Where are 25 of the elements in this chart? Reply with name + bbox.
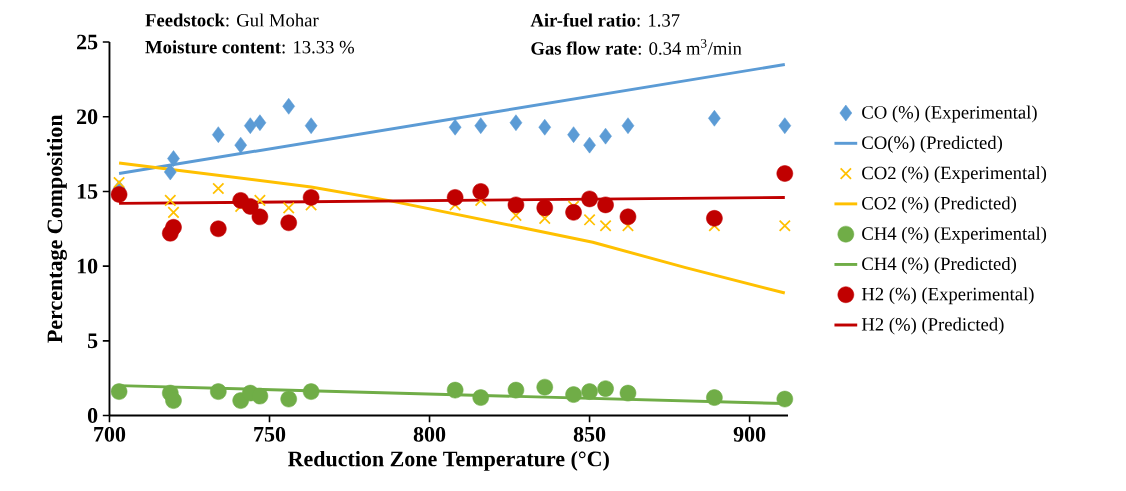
x-tick-label: 750 bbox=[254, 426, 286, 442]
legend-label: CO2 (%) (Experimental) bbox=[862, 166, 1047, 184]
y-tick-label: 0 bbox=[87, 408, 98, 423]
legend-label: CO (%) (Experimental) bbox=[862, 105, 1037, 123]
text: Air-fuel ratio: 1.37 bbox=[530, 13, 680, 27]
legend-label: CO2 (%) (Predicted) bbox=[862, 196, 1017, 214]
y-axis-title: Percentage Composition bbox=[46, 114, 67, 343]
x-tick-label: 700 bbox=[94, 426, 126, 442]
x-tick-label: 850 bbox=[573, 426, 606, 442]
legend-label: CH4 (%) (Experimental) bbox=[862, 226, 1047, 244]
legend-label: CH4 (%) (Predicted) bbox=[862, 256, 1017, 274]
y-tick-label: 15 bbox=[77, 184, 98, 199]
y-tick-label: 25 bbox=[77, 34, 98, 50]
legend-label: CO(%) (Predicted) bbox=[862, 135, 1003, 153]
legend-label: H2 (%) (Experimental) bbox=[861, 287, 1034, 305]
x-tick-label: 900 bbox=[733, 426, 766, 442]
y-tick-label: 10 bbox=[77, 258, 98, 274]
y-tick-label: 5 bbox=[87, 333, 98, 349]
y-tick-label: 20 bbox=[77, 109, 98, 125]
legend-label: H2 (%) (Predicted) bbox=[861, 317, 1004, 335]
text: Feedstock: Gul Mohar bbox=[145, 13, 319, 27]
annotation: Moisture content: 13.33 % bbox=[145, 40, 355, 54]
x-axis-title: Reduction Zone Temperature (°C) bbox=[287, 450, 609, 471]
annotation: Gas flow rate: 0.34 m$^{3}$/min bbox=[531, 38, 742, 55]
x-tick-label: 800 bbox=[413, 426, 446, 442]
